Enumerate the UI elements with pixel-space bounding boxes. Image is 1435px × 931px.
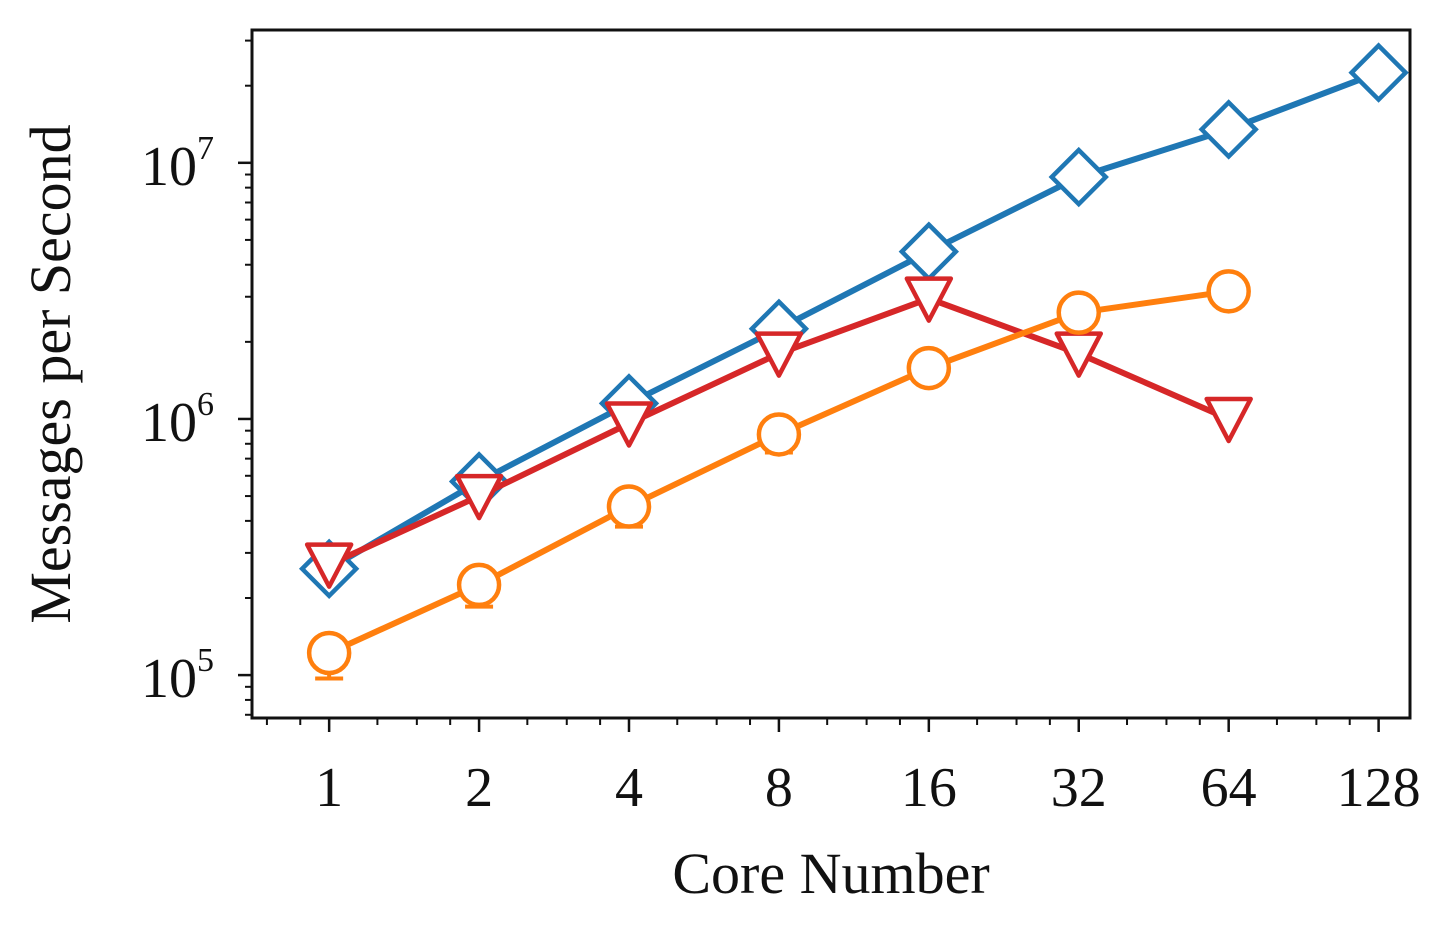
triangle-marker (1204, 396, 1253, 444)
x-tick-label: 8 (765, 757, 793, 819)
circle-marker (606, 484, 652, 529)
triangle-marker (904, 276, 954, 323)
series-circle (306, 269, 1251, 681)
circle-marker (906, 345, 952, 391)
triangle-marker (454, 473, 504, 521)
series-layer (298, 42, 1409, 681)
circle-marker (306, 630, 352, 676)
circle-marker (756, 412, 802, 457)
triangle-marker (604, 401, 654, 448)
x-tick-label: 2 (465, 757, 493, 819)
series-triangle (304, 276, 1253, 589)
triangle-marker (304, 542, 354, 589)
x-tick-label: 1 (315, 757, 343, 819)
y-tick-label: 106 (141, 386, 214, 454)
y-tick-label: 105 (141, 642, 214, 710)
circle-marker (1206, 269, 1251, 314)
plot-frame (250, 28, 1412, 720)
x-tick-label: 4 (615, 757, 643, 819)
series-diamond (298, 42, 1409, 599)
diamond-marker (1198, 99, 1259, 160)
y-tick-label: 107 (141, 130, 214, 198)
x-tick-label: 128 (1337, 757, 1421, 819)
axis-ticks: 1 2 4 8 16 32 64 128 105 106 107 (141, 39, 1421, 819)
triangle-marker (754, 331, 804, 378)
diamond-marker (1048, 146, 1109, 208)
y-axis-label: Messages per Second (18, 124, 83, 623)
x-tick-label: 32 (1051, 757, 1107, 819)
circle-marker (456, 562, 502, 608)
diamond-marker (1348, 42, 1409, 103)
x-axis-label: Core Number (672, 841, 989, 906)
series-diamond-line (327, 69, 1380, 572)
diamond-marker (898, 221, 960, 282)
circle-marker (1056, 290, 1102, 335)
x-tick-label: 64 (1201, 757, 1257, 819)
triangle-marker (1054, 331, 1104, 378)
x-tick-label: 16 (901, 757, 957, 819)
